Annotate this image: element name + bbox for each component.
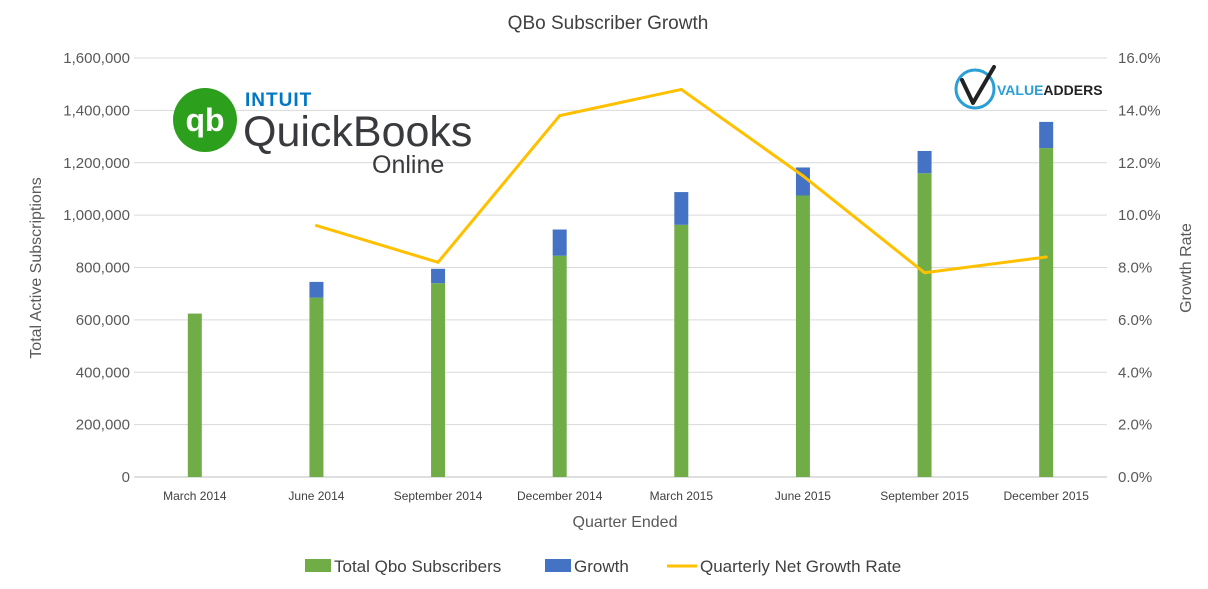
valueadders-wordmark-adders: ADDERS bbox=[1043, 82, 1102, 98]
y2-tick-label: 4.0% bbox=[1118, 364, 1152, 381]
right-axis-ticks: 0.0% 2.0% 4.0% 6.0% 8.0% 10.0% 12.0% 14.0% 16.0% bbox=[1118, 50, 1161, 486]
growth-rate-point bbox=[436, 260, 440, 264]
y-tick-label: 200,000 bbox=[76, 417, 130, 434]
legend-label-total: Total Qbo Subscribers bbox=[334, 557, 501, 576]
x-tick-label: December 2014 bbox=[517, 489, 603, 503]
growth-rate-point bbox=[679, 87, 683, 91]
y-tick-label: 0 bbox=[122, 469, 130, 486]
legend-label-growth: Growth bbox=[574, 557, 629, 576]
bar-total-subscribers bbox=[187, 313, 202, 477]
y-tick-label: 1,400,000 bbox=[63, 102, 130, 119]
valueadders-logo-check bbox=[960, 65, 996, 105]
y-tick-label: 1,200,000 bbox=[63, 155, 130, 172]
x-axis-ticks: March 2014 June 2014 September 2014 Decembe… bbox=[163, 489, 1089, 503]
left-axis-ticks: 0 200,000 400,000 600,000 800,000 1,000,000 1,… bbox=[63, 50, 130, 486]
legend-swatch-total bbox=[305, 559, 331, 572]
valueadders-wordmark-value: VALUE bbox=[997, 82, 1043, 98]
y-tick-label: 400,000 bbox=[76, 364, 130, 381]
bar-total-subscribers bbox=[674, 224, 689, 477]
x-tick-label: September 2015 bbox=[880, 489, 969, 503]
y2-tick-label: 12.0% bbox=[1118, 155, 1161, 172]
quickbooks-wordmark: QuickBooks bbox=[243, 108, 472, 156]
bar-total-subscribers bbox=[1039, 148, 1054, 477]
x-tick-label: March 2014 bbox=[163, 489, 227, 503]
intuit-wordmark: INTUIT bbox=[245, 90, 312, 111]
valueadders-logo: VALUEADDERS bbox=[954, 65, 1103, 110]
y-tick-label: 1,600,000 bbox=[63, 50, 130, 67]
bar-growth bbox=[674, 192, 689, 225]
growth-rate-point bbox=[923, 271, 927, 275]
bar-growth bbox=[309, 281, 324, 298]
valueadders-logo-mark bbox=[954, 68, 996, 110]
y2-tick-label: 0.0% bbox=[1118, 469, 1152, 486]
y-tick-label: 800,000 bbox=[76, 260, 130, 277]
bar-total-subscribers bbox=[431, 283, 446, 477]
bar-total-subscribers bbox=[552, 255, 567, 477]
y-tick-label: 1,000,000 bbox=[63, 207, 130, 224]
y2-tick-label: 14.0% bbox=[1118, 102, 1161, 119]
bar-total-subscribers bbox=[917, 173, 932, 477]
bar-total-subscribers bbox=[309, 297, 324, 477]
x-axis-label: Quarter Ended bbox=[573, 514, 678, 531]
y2-tick-label: 6.0% bbox=[1118, 312, 1152, 329]
x-tick-label: June 2014 bbox=[288, 489, 344, 503]
x-tick-label: December 2015 bbox=[1003, 489, 1089, 503]
bars bbox=[187, 121, 1054, 477]
quickbooks-logo-mark bbox=[173, 88, 237, 152]
y-tick-label: 600,000 bbox=[76, 312, 130, 329]
y2-tick-label: 8.0% bbox=[1118, 260, 1152, 277]
bar-growth bbox=[917, 150, 932, 174]
y2-tick-label: 16.0% bbox=[1118, 50, 1161, 67]
growth-rate-point bbox=[801, 174, 805, 178]
quickbooks-logo-mark-letters: qb bbox=[185, 102, 224, 138]
y2-axis-label: Growth Rate bbox=[1178, 223, 1195, 313]
legend: Total Qbo Subscribers Growth Quarterly Net… bbox=[305, 557, 901, 576]
growth-rate-point bbox=[1044, 255, 1048, 259]
quickbooks-online-wordmark: Online bbox=[372, 151, 444, 179]
valueadders-wordmark: VALUEADDERS bbox=[997, 82, 1103, 98]
quickbooks-logo: qb INTUIT QuickBooks Online bbox=[173, 88, 472, 179]
legend-label-rate: Quarterly Net Growth Rate bbox=[700, 557, 901, 576]
bar-growth bbox=[1039, 121, 1054, 149]
bar-growth bbox=[431, 268, 446, 284]
y-axis-label: Total Active Subscriptions bbox=[28, 177, 45, 358]
x-tick-label: June 2015 bbox=[775, 489, 831, 503]
growth-rate-point bbox=[314, 224, 318, 228]
bar-growth bbox=[552, 229, 567, 256]
y2-tick-label: 2.0% bbox=[1118, 417, 1152, 434]
bar-total-subscribers bbox=[795, 195, 810, 477]
growth-rate-line bbox=[314, 87, 1048, 275]
gridlines bbox=[134, 57, 1107, 478]
chart-title: QBo Subscriber Growth bbox=[508, 13, 709, 34]
legend-swatch-growth bbox=[545, 559, 571, 572]
growth-rate-point bbox=[558, 114, 562, 118]
y2-tick-label: 10.0% bbox=[1118, 207, 1161, 224]
x-tick-label: September 2014 bbox=[394, 489, 483, 503]
x-tick-label: March 2015 bbox=[650, 489, 714, 503]
